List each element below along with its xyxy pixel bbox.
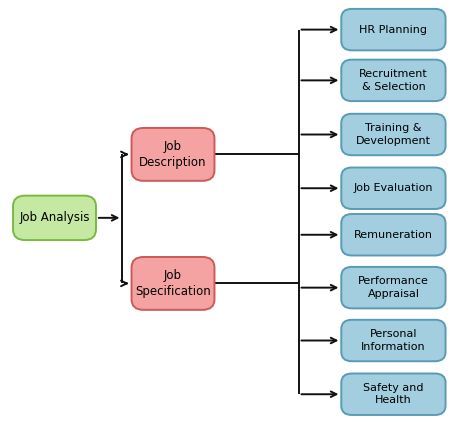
FancyBboxPatch shape — [13, 196, 96, 240]
Text: Job Evaluation: Job Evaluation — [354, 183, 433, 193]
Text: Safety and
Health: Safety and Health — [363, 383, 424, 405]
FancyBboxPatch shape — [131, 128, 214, 181]
Text: Job
Specification: Job Specification — [135, 269, 211, 298]
Text: Job
Description: Job Description — [139, 140, 207, 169]
FancyBboxPatch shape — [341, 114, 446, 155]
Text: Recruitment
& Selection: Recruitment & Selection — [359, 69, 428, 91]
FancyBboxPatch shape — [341, 320, 446, 361]
FancyBboxPatch shape — [341, 214, 446, 255]
FancyBboxPatch shape — [341, 168, 446, 209]
FancyBboxPatch shape — [131, 257, 214, 310]
Text: Remuneration: Remuneration — [354, 230, 433, 240]
FancyBboxPatch shape — [341, 9, 446, 50]
FancyBboxPatch shape — [341, 267, 446, 308]
Text: Personal
Information: Personal Information — [361, 330, 426, 352]
Text: Training &
Development: Training & Development — [356, 124, 431, 146]
Text: Job Analysis: Job Analysis — [19, 212, 90, 224]
Text: Performance
Appraisal: Performance Appraisal — [358, 277, 429, 299]
FancyBboxPatch shape — [341, 374, 446, 415]
Text: HR Planning: HR Planning — [359, 25, 428, 35]
FancyBboxPatch shape — [341, 60, 446, 101]
